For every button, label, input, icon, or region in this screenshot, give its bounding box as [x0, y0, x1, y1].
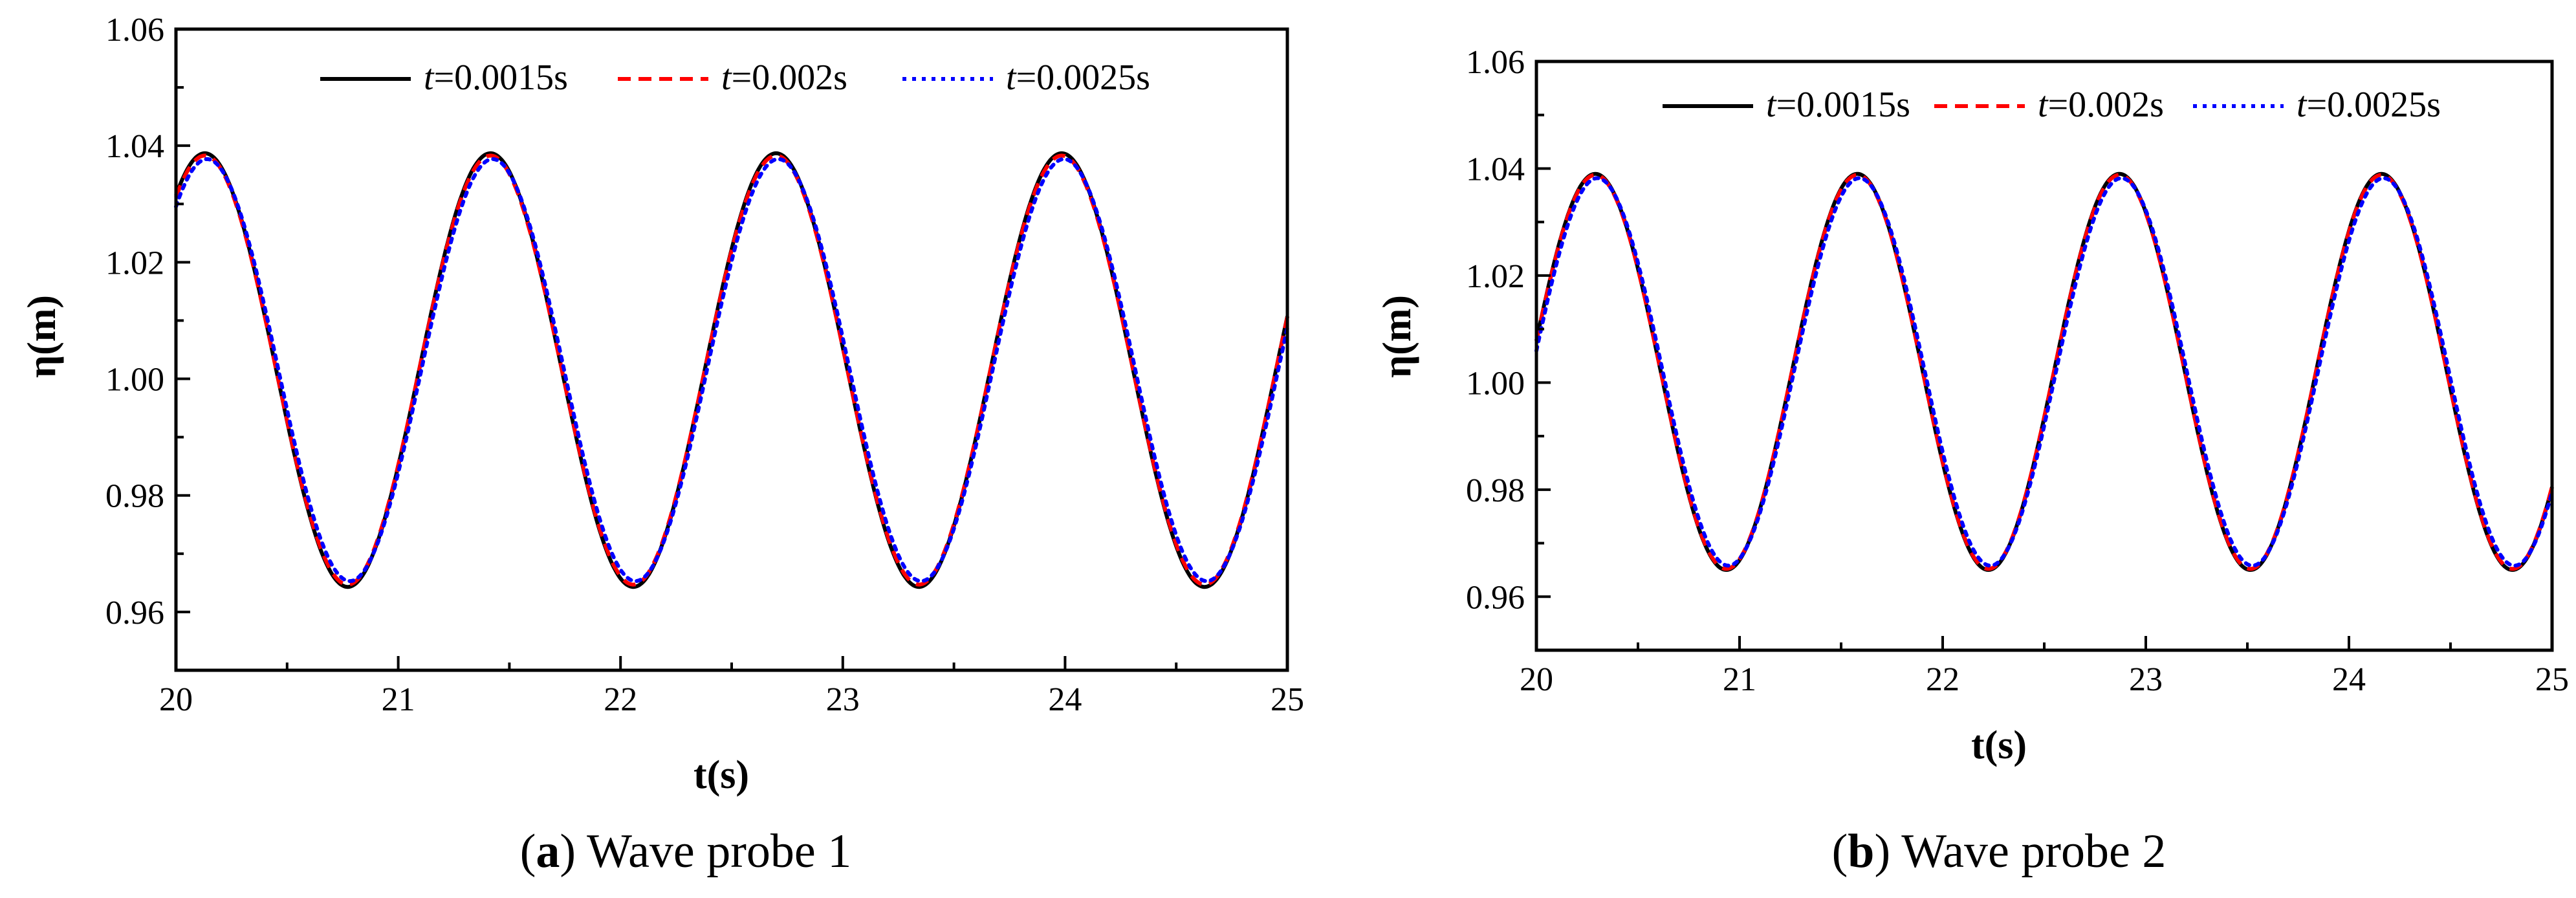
panel-b-x-tick-label: 23: [2129, 661, 2163, 698]
panel-a-x-tick-label: 20: [159, 681, 193, 718]
panel-b-chart: 20 21 22 23 24 25 0.96 0.98 1.00 1.02 1.04 1.06 t=0…: [1375, 44, 2569, 878]
panel-a-series-line-3: [174, 157, 1289, 584]
panel-a-y-tick-label: 1.00: [105, 362, 164, 399]
panel-a-legend-label-3: t=0.0025s: [1006, 58, 1150, 98]
panel-b-x-tick-label: 24: [2332, 661, 2366, 698]
panel-a-caption-text: Wave probe 1: [587, 825, 851, 878]
panel-a-series-line-2: [174, 153, 1289, 587]
panel-a-y-tick-label: 0.96: [105, 595, 164, 631]
panel-a-series-lines: [174, 151, 1289, 589]
panel-a-x-tick-label: 23: [826, 681, 860, 718]
panel-b-y-tick-label: 1.06: [1466, 44, 1525, 81]
panel-b-legend-label-1: t=0.0015s: [1766, 85, 1910, 125]
panel-b-x-tick-label: 21: [1723, 661, 1756, 698]
panel-a-y-tick-label: 1.02: [105, 245, 164, 281]
panel-b-caption-label: b: [1848, 825, 1874, 878]
panel-b-y-tick-label: 1.00: [1466, 365, 1525, 402]
panel-a-y-tick-label: 0.98: [105, 478, 164, 515]
panel-b-legend-label-3: t=0.0025s: [2297, 85, 2441, 125]
panel-a-y-tick-label: 1.06: [105, 12, 164, 49]
panel-b-y-tick-label: 1.02: [1466, 258, 1525, 295]
panel-b-legend-label-2: t=0.002s: [2038, 85, 2164, 125]
panel-a-legend: t=0.0015s t=0.002s t=0.0025s: [320, 58, 1150, 98]
panel-b-ticks: 20 21 22 23 24 25 0.96 0.98 1.00 1.02 1.04 1.06: [1466, 44, 2569, 698]
panel-a-ticks: 20 21 22 23 24 25 0.96 0.98 1.00 1.02 1.04 1.06: [105, 12, 1304, 718]
panel-b-y-tick-label: 0.98: [1466, 472, 1525, 509]
panel-b-series-line-2: [1534, 173, 2554, 571]
panel-a-x-tick-label: 25: [1271, 681, 1304, 718]
panel-a-x-axis-title: t(s): [693, 753, 749, 797]
panel-b-caption-text: Wave probe 2: [1901, 825, 2166, 878]
panel-b-x-tick-label: 22: [1926, 661, 1959, 698]
panel-a-y-tick-label: 1.04: [105, 128, 164, 165]
panel-a-x-tick-label: 22: [604, 681, 637, 718]
panel-a-series-line-1: [174, 151, 1289, 589]
panel-b-caption: (b) Wave probe 2: [1832, 825, 2167, 878]
panel-a-caption: (a) Wave probe 1: [520, 825, 852, 878]
panel-b-x-tick-label: 20: [1520, 661, 1553, 698]
panel-b-y-tick-label: 1.04: [1466, 151, 1525, 188]
panel-a-x-tick-label: 24: [1048, 681, 1082, 718]
panel-a-x-tick-label: 21: [382, 681, 415, 718]
panel-b-x-tick-label: 25: [2535, 661, 2569, 698]
panel-a-plot-frame: [174, 27, 1289, 672]
panel-a-y-axis-title: η(m): [20, 295, 64, 378]
panel-a-legend-label-2: t=0.002s: [721, 58, 847, 98]
panel-b-series-line-1: [1534, 171, 2554, 572]
panel-a-caption-label: a: [536, 825, 560, 878]
panel-b-legend: t=0.0015s t=0.002s t=0.0025s: [1663, 85, 2441, 125]
panel-b-y-tick-label: 0.96: [1466, 579, 1525, 616]
panel-b-series-line-3: [1534, 176, 2554, 568]
panel-a-legend-label-1: t=0.0015s: [424, 58, 568, 98]
panel-a-chart: 20 21 22 23 24 25 0.96 0.98 1.00 1.02 1.04 1.06 t=0…: [20, 12, 1304, 878]
panel-b-y-axis-title: η(m): [1375, 295, 1419, 378]
panel-b-series-lines: [1534, 171, 2554, 572]
panel-b-x-axis-title: t(s): [1971, 723, 2027, 767]
panel-b-plot-frame: [1534, 60, 2554, 652]
